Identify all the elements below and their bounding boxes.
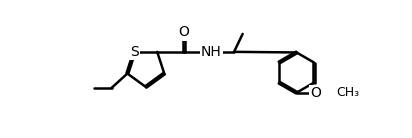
Text: O: O (311, 86, 321, 100)
Text: CH₃: CH₃ (336, 86, 359, 99)
Text: S: S (130, 45, 139, 59)
Text: O: O (178, 26, 189, 39)
Text: NH: NH (201, 45, 221, 59)
